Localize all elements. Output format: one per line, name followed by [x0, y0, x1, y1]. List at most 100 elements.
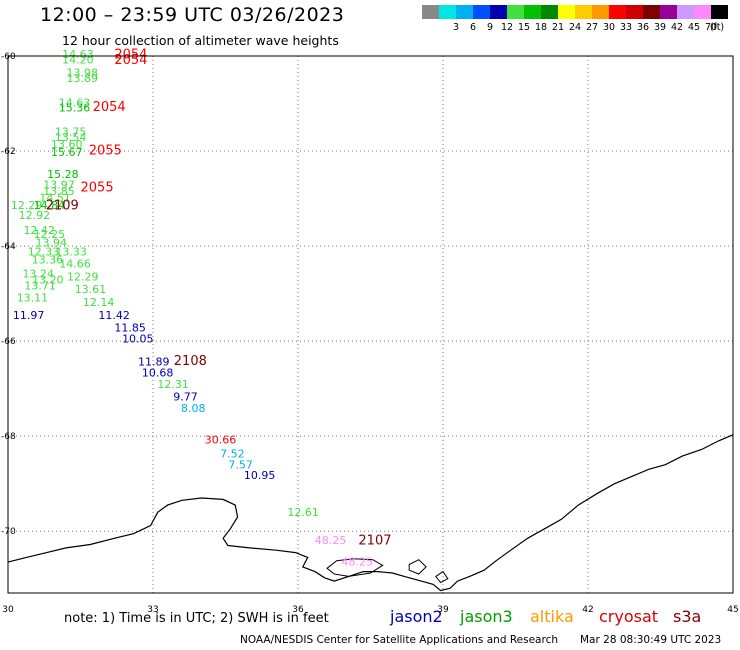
wave-height-value: 14.66 — [59, 257, 91, 270]
wave-height-value: 30.66 — [205, 433, 237, 446]
wave-height-value: 12.92 — [19, 209, 50, 222]
legend-swatch — [643, 5, 660, 19]
pass-time-label: 2054 — [114, 47, 147, 62]
legend-label: 39 — [653, 22, 667, 33]
legend-swatch — [541, 5, 558, 19]
wave-height-value: 13.60 — [51, 138, 82, 151]
wave-height-value: 15.28 — [47, 168, 79, 181]
credit-line: NOAA/NESDIS Center for Satellite Applica… — [240, 634, 558, 646]
legend-unit: (ft) — [709, 22, 725, 33]
wave-height-value: 7.52 — [220, 448, 245, 461]
satellite-jason3: jason3 — [460, 607, 513, 626]
footer-note: note: 1) Time is in UTC; 2) SWH is in fe… — [64, 611, 329, 626]
wave-height-value: 13.94 — [36, 237, 68, 250]
legend-label: 70 — [704, 22, 718, 33]
map-subtitle: 12 hour collection of altimeter wave hei… — [62, 33, 339, 48]
legend-label: 24 — [568, 22, 582, 33]
wave-height-value: 13.75 — [55, 125, 86, 138]
pass-time-label: 2109 — [46, 198, 79, 213]
wave-height-value: 13.11 — [17, 292, 49, 305]
legend-swatch — [422, 5, 439, 19]
wave-height-value: 13.85 — [43, 185, 75, 198]
wave-height-value: 48.25 — [315, 534, 347, 547]
pass-time-label: 2108 — [174, 354, 207, 369]
wave-height-value: 14.20 — [62, 54, 93, 67]
legend-swatch — [575, 5, 592, 19]
legend-label: 12 — [500, 22, 514, 33]
pass-time-label: 2107 — [358, 534, 391, 549]
wave-height-value: 11.85 — [114, 322, 146, 335]
longitude-tick-label: 30 — [2, 605, 14, 615]
wave-height-value: 8.08 — [181, 402, 206, 415]
island-outline — [326, 558, 384, 577]
generated-timestamp: Mar 28 08:30:49 UTC 2023 — [580, 634, 722, 646]
wave-height-value: 7.57 — [228, 458, 253, 471]
wave-height-value: 14.84 — [34, 199, 66, 212]
wave-height-value: 15.36 — [59, 102, 91, 115]
wave-height-value: 12.61 — [287, 506, 319, 519]
graticule — [8, 56, 733, 593]
satellite-jason2: jason2 — [390, 607, 443, 626]
pass-time-label: 2054 — [93, 100, 126, 115]
legend-label: 27 — [585, 22, 599, 33]
wave-height-value: 13.33 — [55, 246, 87, 259]
legend-label: 6 — [469, 22, 477, 33]
legend-label: 42 — [670, 22, 684, 33]
pass-time-label: 2054 — [114, 53, 147, 68]
axis-tick-labels: 30 33 36 39 42 45-60-62-64-66-68-70 — [1, 52, 739, 615]
legend-swatch — [439, 5, 456, 19]
legend-label: 18 — [534, 22, 548, 33]
map-frame — [7, 55, 734, 594]
legend-swatch — [490, 5, 507, 19]
wave-height-value: 15.67 — [51, 146, 82, 159]
legend-swatch — [524, 5, 541, 19]
legend-swatch — [558, 5, 575, 19]
wave-height-value: 13.97 — [43, 179, 75, 192]
wave-height-value: 13.89 — [66, 72, 98, 85]
wave-height-value: 12.33 — [28, 246, 60, 259]
wave-height-value: 12.29 — [11, 199, 43, 212]
wave-height-value: 13.24 — [23, 267, 55, 280]
wave-height-value: 13.20 — [32, 274, 64, 287]
wave-height-value: 11.97 — [13, 309, 45, 322]
wave-height-value: 13.36 — [32, 254, 64, 267]
wave-height-value: 12.25 — [34, 228, 66, 241]
wave-height-observations: 14.6314.2013.9813.8914.6315.3613.7513.54… — [11, 48, 373, 569]
wave-height-value: 13.71 — [24, 279, 56, 292]
legend-label: 15 — [517, 22, 531, 33]
map-title: 12:00 – 23:59 UTC 03/26/2023 — [40, 4, 345, 26]
wave-height-value: 12.14 — [83, 296, 115, 309]
wave-height-value: 14.63 — [59, 96, 91, 109]
wave-height-value: 9.77 — [173, 391, 198, 404]
legend-swatch — [473, 5, 490, 19]
coastline — [7, 434, 734, 592]
wave-height-value: 10.05 — [122, 333, 154, 346]
wave-height-value: 11.42 — [98, 309, 130, 322]
longitude-tick-label: 42 — [582, 605, 593, 615]
legend-swatch — [592, 5, 609, 19]
legend-swatch — [660, 5, 677, 19]
legend-swatch — [456, 5, 473, 19]
satellite-s3a: s3a — [673, 607, 702, 626]
legend-swatch — [694, 5, 711, 19]
satellite-altika: altika — [530, 607, 574, 626]
wave-height-value: 14.51 — [39, 191, 71, 204]
wave-height-value: 13.61 — [75, 283, 107, 296]
wave-height-value: 10.68 — [142, 366, 174, 379]
legend-label: 45 — [687, 22, 701, 33]
legend-label: 33 — [619, 22, 633, 33]
pass-time-label: 2055 — [81, 180, 114, 195]
longitude-tick-label: 33 — [147, 605, 158, 615]
wave-height-value: 12.42 — [23, 224, 55, 237]
island-outline — [408, 559, 427, 575]
legend-label: 36 — [636, 22, 650, 33]
longitude-tick-label: 36 — [292, 605, 304, 615]
legend-swatch — [677, 5, 694, 19]
legend-swatch — [609, 5, 626, 19]
wave-height-value: 12.31 — [157, 378, 189, 391]
legend-label: 9 — [486, 22, 494, 33]
legend-swatch — [711, 5, 728, 19]
wave-height-value: 14.63 — [62, 48, 93, 61]
legend-label: 21 — [551, 22, 565, 33]
